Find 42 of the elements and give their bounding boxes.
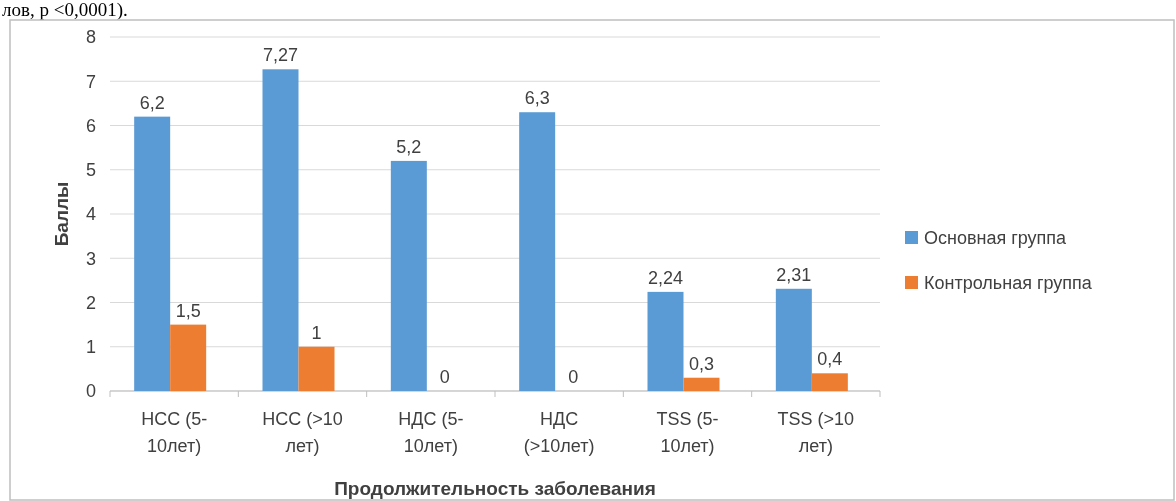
data-label: 0,3: [688, 353, 715, 374]
x-axis-title: Продолжительность заболевания: [334, 478, 656, 499]
y-axis-title: Баллы: [51, 181, 72, 247]
bar: [298, 346, 335, 391]
bar: [134, 116, 171, 391]
bar: [647, 291, 684, 391]
data-label: 0,4: [817, 349, 843, 370]
data-label: 1: [311, 322, 322, 343]
data-label: 7,27: [262, 45, 299, 66]
y-tick-label: 3: [85, 248, 96, 269]
data-label: 0: [439, 367, 450, 387]
bar: [775, 288, 812, 391]
data-label: 1,5: [175, 300, 201, 321]
data-label: 2,31: [776, 264, 812, 285]
x-tick-label: НСС (>10 лет): [262, 409, 343, 456]
data-label: 5,2: [396, 136, 422, 157]
legend-label: Основная группа: [924, 228, 1068, 249]
y-tick-label: 1: [85, 337, 96, 358]
y-tick-label: 4: [85, 204, 96, 225]
x-tick-label: НДС (>10лет): [523, 409, 595, 456]
x-tick-label: НДС (5-10лет): [398, 409, 464, 456]
data-label: 6,3: [524, 88, 550, 109]
bar: [390, 160, 427, 391]
x-tick-label: TSS (>10 лет): [777, 409, 855, 456]
bar: [519, 112, 556, 391]
x-tick-label: TSS (5-10лет): [656, 409, 719, 456]
bar: [170, 324, 207, 391]
data-label: 2,24: [647, 267, 684, 288]
data-label: 6,2: [139, 92, 165, 113]
bar: [683, 377, 720, 391]
legend-label: Контрольная группа: [924, 273, 1093, 294]
y-tick-label: 5: [85, 160, 96, 181]
data-label: 0: [568, 367, 579, 387]
text: лов, р <0,0001).: [2, 0, 128, 21]
y-tick-label: 8: [85, 27, 96, 48]
y-tick-label: 0: [85, 381, 96, 402]
bar: [811, 373, 848, 391]
y-tick-label: 2: [85, 292, 96, 313]
x-tick-label: НСС (5-10лет): [141, 409, 208, 456]
bar: [262, 69, 299, 391]
y-tick-label: 7: [85, 71, 96, 92]
y-tick-label: 6: [85, 115, 96, 136]
